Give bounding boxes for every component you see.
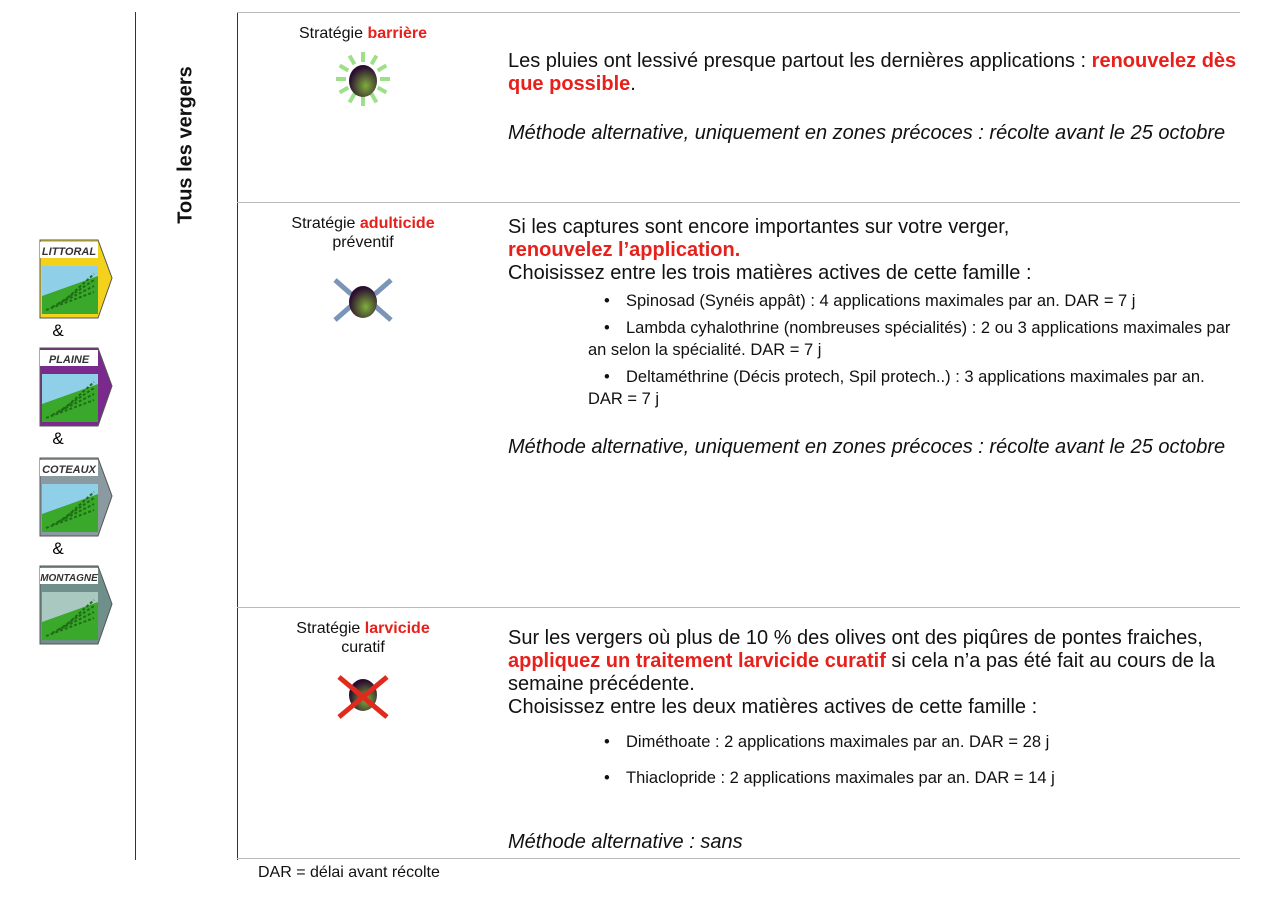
zone-label: LITTORAL xyxy=(42,246,96,258)
row-divider xyxy=(237,202,1240,203)
bullet-item: Deltaméthrine (Décis protech, Spil prote… xyxy=(508,366,1243,410)
table-row: Stratégie barrière Les pluies ont lessivé… xyxy=(238,12,1240,202)
alternative-method: Méthode alternative : sans xyxy=(508,831,743,853)
paragraph: Si les captures sont encore importantes … xyxy=(508,216,1243,239)
divider xyxy=(135,12,136,860)
icon-ray xyxy=(338,85,350,95)
strategy: Stratégie larvicide curatif xyxy=(238,619,488,723)
icon-cross xyxy=(337,675,389,719)
zone-icon: LITTORAL xyxy=(39,239,113,319)
icon-ray xyxy=(376,85,388,95)
zone-icon: PLAINE xyxy=(39,347,113,427)
emphasis: renouvelez dès que possible xyxy=(508,50,1237,95)
zone-label-bg xyxy=(40,568,98,584)
alternative-method: Méthode alternative, uniquement en zones… xyxy=(508,122,1226,144)
strategy-icon xyxy=(337,675,389,719)
emphasis: renouvelez l’application. xyxy=(508,239,741,261)
zone-row xyxy=(45,399,95,419)
strategy-prefix: Stratégie xyxy=(296,620,361,637)
strategy: Stratégie barrière xyxy=(238,24,488,109)
zone-row xyxy=(63,599,95,628)
zone-separator: & xyxy=(52,539,64,558)
icon-ray xyxy=(347,54,357,66)
zone-label-bg xyxy=(40,242,98,258)
paragraph: Choisissez entre les deux matières activ… xyxy=(508,696,1243,719)
icon-arrow xyxy=(333,278,393,322)
zone-row xyxy=(63,491,95,520)
bullet-item: Spinosad (Synéis appât) : 4 applications… xyxy=(508,290,1243,312)
paragraph: Les pluies ont lessivé presque partout l… xyxy=(508,50,1243,96)
divider xyxy=(237,12,238,860)
zone-label-bg xyxy=(40,460,98,476)
strategy-icon xyxy=(333,278,393,322)
zone-label: PLAINE xyxy=(49,354,90,366)
strategy-name: barrière xyxy=(367,25,428,42)
strategy-content: Les pluies ont lessivé presque partout l… xyxy=(508,50,1243,145)
text-run: si cela n’a pas été fait au cours de la … xyxy=(508,650,1215,695)
paragraph: Sur les vergers où plus de 10 % des oliv… xyxy=(508,627,1243,696)
text-run: Les pluies ont lessivé presque partout l… xyxy=(508,50,1092,72)
bullet-item: Diméthoate : 2 applications maximales pa… xyxy=(508,729,1243,755)
alternative-method: Méthode alternative, uniquement en zones… xyxy=(508,436,1226,458)
scope-label: Tous les vergers xyxy=(174,66,197,224)
zone-label-bg xyxy=(40,350,98,366)
zone-icons: LITTORAL & PLAINE & COTEAUX & MONTAGNE xyxy=(39,239,113,645)
text-run: Choisissez entre les deux matières activ… xyxy=(508,696,1038,718)
zone-row xyxy=(45,509,95,529)
table-row: Stratégie adulticide préventif Si les capt… xyxy=(238,202,1240,607)
paragraph: Choisissez entre les trois matières acti… xyxy=(508,262,1243,285)
zone-row xyxy=(63,273,95,302)
row-divider xyxy=(237,858,1240,859)
strategy-name: larvicide xyxy=(364,620,430,637)
strategy-line: Stratégie barrière xyxy=(238,24,488,43)
zone-label: MONTAGNE xyxy=(40,573,98,584)
footnote: DAR = délai avant récolte xyxy=(258,864,440,881)
icon-ray xyxy=(376,63,388,73)
icon-ray xyxy=(369,54,379,66)
strategy-icon xyxy=(336,52,390,106)
bullet-item: Lambda cyhalothrine (nombreuses spéciali… xyxy=(508,317,1243,361)
zone-row xyxy=(63,381,95,410)
strategy: Stratégie adulticide préventif xyxy=(238,214,488,330)
strategy-prefix: Stratégie xyxy=(298,25,363,42)
icon-bug xyxy=(349,65,377,97)
text-run: Choisissez entre les trois matières acti… xyxy=(508,262,1032,284)
zone-label: COTEAUX xyxy=(42,464,96,476)
zone-separator: & xyxy=(52,321,64,340)
zone-icon: MONTAGNE xyxy=(39,565,113,645)
strategy-line: Stratégie adulticide xyxy=(238,214,488,233)
zone-row xyxy=(45,291,95,311)
text-run: Si les captures sont encore importantes … xyxy=(508,216,1010,238)
strategy-content: Sur les vergers où plus de 10 % des oliv… xyxy=(508,627,1243,854)
zone-icon: COTEAUX xyxy=(39,457,113,537)
bullet-list: Diméthoate : 2 applications maximales pa… xyxy=(508,729,1243,791)
strategy-line: Stratégie larvicide xyxy=(238,619,488,638)
text-run: Sur les vergers où plus de 10 % des oliv… xyxy=(508,627,1203,649)
strategy-name: adulticide xyxy=(359,215,435,232)
text-run: . xyxy=(630,73,636,95)
strategy-qualifier: préventif xyxy=(332,234,394,251)
icon-ray xyxy=(338,63,350,73)
icon-bug xyxy=(349,286,377,318)
paragraph: renouvelez l’application. xyxy=(508,239,1243,262)
row-divider xyxy=(237,607,1240,608)
strategy-qualifier: curatif xyxy=(341,639,385,656)
strategy-content: Si les captures sont encore importantes … xyxy=(508,216,1243,459)
emphasis: appliquez un traitement larvicide curati… xyxy=(508,650,886,672)
zone-separator: & xyxy=(52,429,64,448)
zone-row xyxy=(45,617,95,637)
icon-ray xyxy=(347,92,357,104)
row-divider xyxy=(237,12,1240,13)
strategy-prefix: Stratégie xyxy=(291,215,356,232)
icon-ray xyxy=(369,92,379,104)
bullet-list: Spinosad (Synéis appât) : 4 applications… xyxy=(508,290,1243,410)
table-row: Stratégie larvicide curatif Sur les verger… xyxy=(238,607,1240,858)
bullet-item: Thiaclopride : 2 applications maximales … xyxy=(508,765,1243,791)
